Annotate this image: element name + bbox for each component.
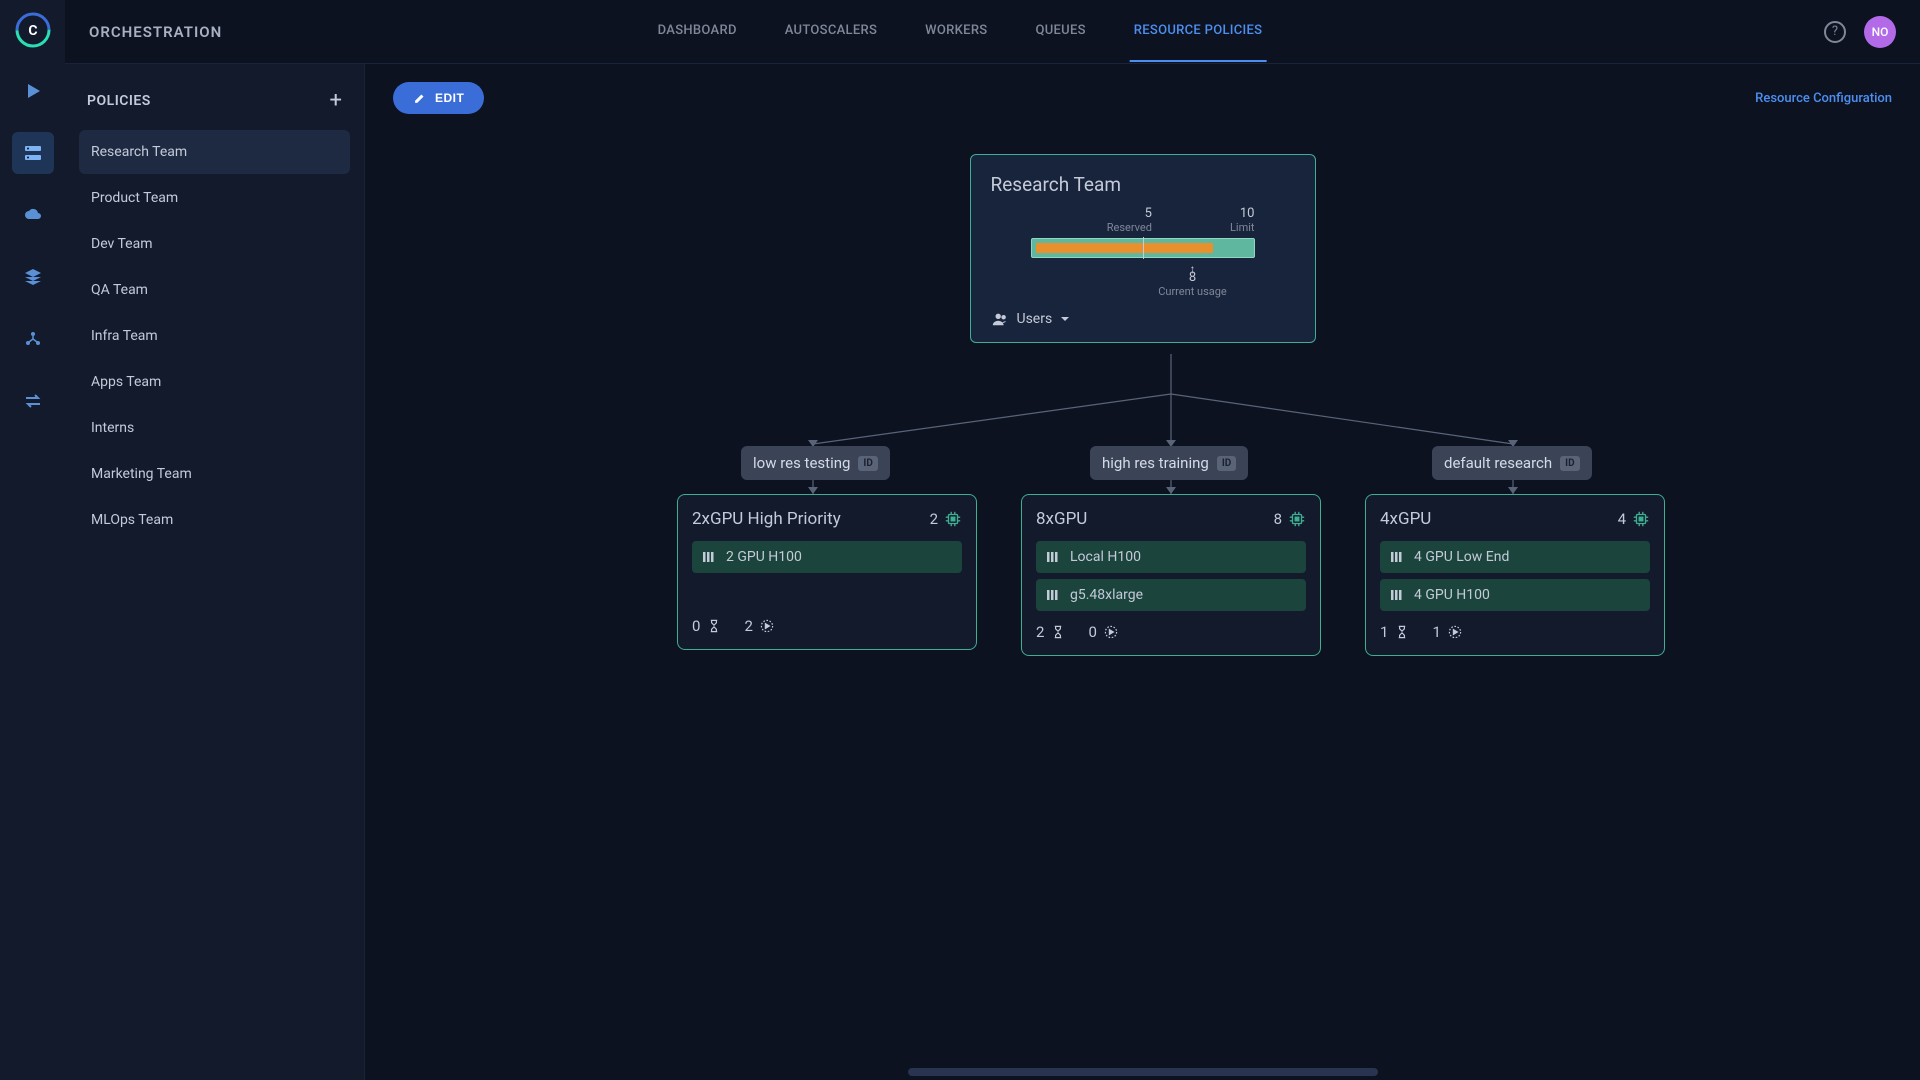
id-badge: ID bbox=[1560, 456, 1579, 471]
policy-item[interactable]: Interns bbox=[79, 406, 350, 450]
limit-label: Limit bbox=[1230, 221, 1255, 234]
rail-servers-icon[interactable] bbox=[12, 132, 54, 174]
bars-icon bbox=[1390, 588, 1404, 602]
arrow-icon bbox=[1508, 487, 1518, 494]
instance-label: 4 GPU H100 bbox=[1414, 587, 1490, 603]
left-rail: C bbox=[0, 0, 65, 1080]
instance-row[interactable]: 4 GPU Low End bbox=[1380, 541, 1650, 573]
hourglass-icon bbox=[1050, 624, 1066, 640]
brand-title: ORCHESTRATION bbox=[89, 23, 222, 41]
nav-tabs: DASHBOARD AUTOSCALERS WORKERS QUEUES RESOURC… bbox=[654, 1, 1267, 62]
pool-count: 8 bbox=[1274, 510, 1282, 528]
hourglass-icon bbox=[706, 618, 722, 634]
waiting-count: 1 bbox=[1380, 623, 1388, 641]
chip-icon bbox=[1288, 510, 1306, 528]
instance-row[interactable]: g5.48xlarge bbox=[1036, 579, 1306, 611]
profile-label-text: high res training bbox=[1102, 454, 1209, 472]
rail-network-icon[interactable] bbox=[12, 318, 54, 360]
arrow-icon bbox=[808, 487, 818, 494]
policy-item[interactable]: Research Team bbox=[79, 130, 350, 174]
limit-value: 10 bbox=[1230, 206, 1255, 221]
waiting-count: 0 bbox=[692, 617, 700, 635]
policy-item[interactable]: MLOps Team bbox=[79, 498, 350, 542]
id-badge: ID bbox=[858, 456, 877, 471]
policy-item[interactable]: Marketing Team bbox=[79, 452, 350, 496]
running-count: 2 bbox=[744, 617, 752, 635]
profile-label[interactable]: default research ID bbox=[1432, 446, 1592, 480]
pool-card[interactable]: 8xGPU 8 Local H100 g5.48xlarge 2 0 bbox=[1021, 494, 1321, 656]
running-count: 1 bbox=[1432, 623, 1440, 641]
edit-button[interactable]: EDIT bbox=[393, 82, 484, 114]
chevron-down-icon bbox=[1060, 314, 1070, 324]
hourglass-icon bbox=[1394, 624, 1410, 640]
policy-item[interactable]: QA Team bbox=[79, 268, 350, 312]
instance-label: Local H100 bbox=[1070, 549, 1141, 565]
rail-layers-icon[interactable] bbox=[12, 256, 54, 298]
pool-count: 2 bbox=[930, 510, 938, 528]
instance-label: g5.48xlarge bbox=[1070, 587, 1143, 603]
horizontal-scrollbar[interactable] bbox=[908, 1068, 1378, 1076]
usage-bar bbox=[1031, 238, 1255, 258]
policy-item[interactable]: Product Team bbox=[79, 176, 350, 220]
team-card: Research Team 5 Reserved 10 Limit bbox=[970, 154, 1316, 343]
instance-row[interactable]: 2 GPU H100 bbox=[692, 541, 962, 573]
instance-label: 2 GPU H100 bbox=[726, 549, 802, 565]
rail-swap-icon[interactable] bbox=[12, 380, 54, 422]
instance-row[interactable]: Local H100 bbox=[1036, 541, 1306, 573]
add-policy-button[interactable]: + bbox=[330, 90, 342, 112]
sidebar-title: POLICIES bbox=[87, 93, 151, 109]
avatar[interactable]: NO bbox=[1864, 16, 1896, 48]
running-count: 0 bbox=[1088, 623, 1096, 641]
profile-label-text: default research bbox=[1444, 454, 1552, 472]
bars-icon bbox=[702, 550, 716, 564]
nav-tab-queues[interactable]: QUEUES bbox=[1031, 1, 1089, 62]
current-label: Current usage bbox=[1071, 285, 1315, 298]
policy-item[interactable]: Infra Team bbox=[79, 314, 350, 358]
policy-item[interactable]: Apps Team bbox=[79, 360, 350, 404]
pool-count: 4 bbox=[1618, 510, 1626, 528]
content-area: EDIT Resource Configuration bbox=[365, 64, 1920, 1080]
bars-icon bbox=[1390, 550, 1404, 564]
bars-icon bbox=[1046, 550, 1060, 564]
bars-icon bbox=[1046, 588, 1060, 602]
waiting-count: 2 bbox=[1036, 623, 1044, 641]
instance-row[interactable]: 4 GPU H100 bbox=[1380, 579, 1650, 611]
play-circle-icon bbox=[1103, 624, 1119, 640]
chip-icon bbox=[1632, 510, 1650, 528]
users-label: Users bbox=[1017, 311, 1053, 327]
reserved-value: 5 bbox=[1107, 206, 1152, 221]
pool-card[interactable]: 4xGPU 4 4 GPU Low End 4 GPU H100 1 1 bbox=[1365, 494, 1665, 656]
pool-title: 2xGPU High Priority bbox=[692, 509, 841, 529]
rail-run-icon[interactable] bbox=[12, 70, 54, 112]
play-circle-icon bbox=[1447, 624, 1463, 640]
edit-button-label: EDIT bbox=[435, 91, 464, 105]
sidebar: POLICIES + Research TeamProduct TeamDev … bbox=[65, 64, 365, 1080]
resource-config-link[interactable]: Resource Configuration bbox=[1755, 91, 1892, 106]
reserved-label: Reserved bbox=[1107, 221, 1152, 234]
profile-label[interactable]: low res testing ID bbox=[741, 446, 890, 480]
nav-tab-resource-policies[interactable]: RESOURCE POLICIES bbox=[1130, 1, 1267, 62]
pool-title: 8xGPU bbox=[1036, 509, 1087, 529]
help-icon[interactable]: ? bbox=[1824, 21, 1846, 43]
instance-label: 4 GPU Low End bbox=[1414, 549, 1509, 565]
id-badge: ID bbox=[1217, 456, 1236, 471]
topbar: ORCHESTRATION DASHBOARD AUTOSCALERS WORKER… bbox=[65, 0, 1920, 64]
rail-cloud-icon[interactable] bbox=[12, 194, 54, 236]
profile-label-text: low res testing bbox=[753, 454, 850, 472]
nav-tab-workers[interactable]: WORKERS bbox=[921, 1, 991, 62]
pool-title: 4xGPU bbox=[1380, 509, 1431, 529]
svg-text:C: C bbox=[28, 23, 37, 39]
users-dropdown[interactable]: Users bbox=[971, 298, 1315, 328]
nav-tab-dashboard[interactable]: DASHBOARD bbox=[654, 1, 741, 62]
profile-label[interactable]: high res training ID bbox=[1090, 446, 1248, 480]
logo[interactable]: C bbox=[13, 10, 53, 50]
policy-item[interactable]: Dev Team bbox=[79, 222, 350, 266]
nav-tab-autoscalers[interactable]: AUTOSCALERS bbox=[781, 1, 881, 62]
play-circle-icon bbox=[759, 618, 775, 634]
chip-icon bbox=[944, 510, 962, 528]
team-card-title: Research Team bbox=[971, 173, 1315, 206]
pool-card[interactable]: 2xGPU High Priority 2 2 GPU H100 0 2 bbox=[677, 494, 977, 650]
arrow-icon bbox=[1166, 487, 1176, 494]
